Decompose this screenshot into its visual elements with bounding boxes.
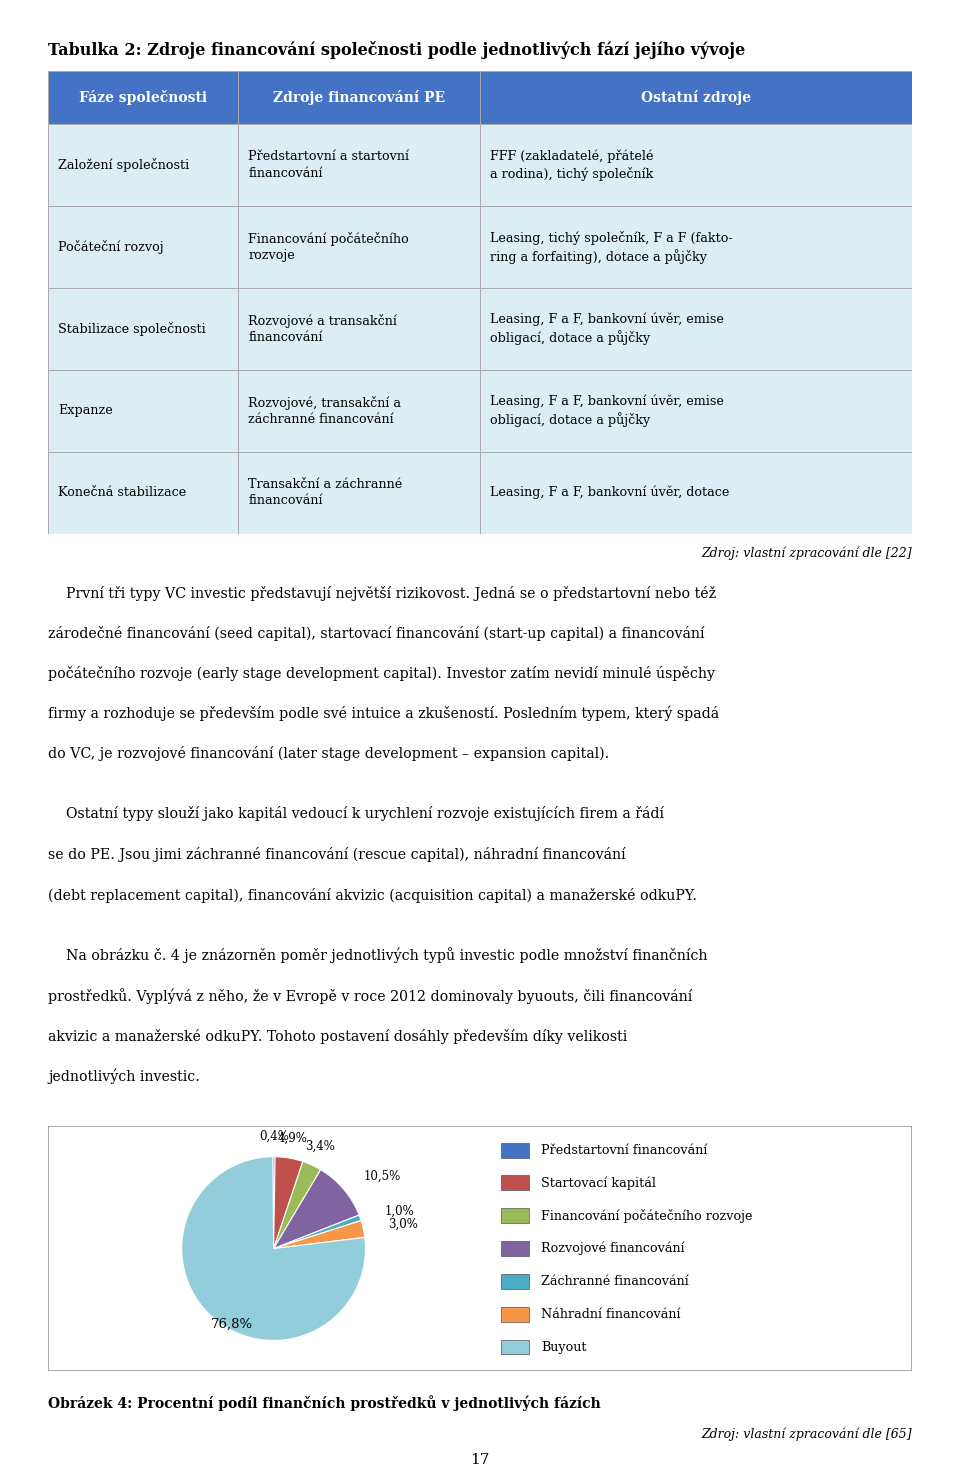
Text: zárodečné financování (seed capital), startovací financování (start-up capital) : zárodečné financování (seed capital), st… [48,625,705,642]
Text: 0,4%: 0,4% [259,1129,289,1143]
Text: Financování počátečního rozvoje: Financování počátečního rozvoje [541,1209,753,1223]
Wedge shape [181,1157,366,1340]
Bar [501,1340,529,1355]
Text: Zdroj: vlastní zpracování dle [22]: Zdroj: vlastní zpracování dle [22] [702,545,912,560]
Wedge shape [274,1162,321,1248]
Text: 4,9%: 4,9% [277,1132,307,1144]
Text: (debt replacement capital), financování akvizic (acquisition capital) a manažers: (debt replacement capital), financování … [48,888,697,903]
Wedge shape [274,1221,365,1248]
Text: 17: 17 [470,1452,490,1467]
Bar [501,1240,529,1257]
Text: Předstartovní a startovní
financování: Předstartovní a startovní financování [249,151,410,179]
Text: Transakční a záchranné
financování: Transakční a záchranné financování [249,477,402,507]
Bar [480,124,912,206]
Text: Obrázek 4: Procentní podíl finančních prostředků v jednotlivých fázích: Obrázek 4: Procentní podíl finančních pr… [48,1396,601,1411]
Text: Tabulka 2: Zdroje financování společnosti podle jednotlivých fází jejího vývoje: Tabulka 2: Zdroje financování společnost… [48,41,745,59]
Text: Počáteční rozvoj: Počáteční rozvoj [59,240,164,253]
Text: Expanze: Expanze [59,405,113,418]
Bar [48,71,238,124]
Text: jednotlivých investic.: jednotlivých investic. [48,1069,200,1085]
Bar [48,370,238,452]
Text: Konečná stabilizace: Konečná stabilizace [59,486,186,499]
Text: První tři typy VC investic představují největší rizikovost. Jedná se o předstart: První tři typy VC investic představují n… [48,585,716,602]
Text: Na obrázku č. 4 je znázorněn poměr jednotlivých typů investic podle množství fin: Na obrázku č. 4 je znázorněn poměr jedno… [48,947,708,963]
Text: 3,4%: 3,4% [305,1140,335,1153]
Wedge shape [274,1169,359,1248]
Bar [501,1143,529,1157]
Text: se do PE. Jsou jimi záchranné financování (rescue capital), náhradní financování: se do PE. Jsou jimi záchranné financován… [48,846,626,863]
Text: Buyout: Buyout [541,1341,587,1353]
Bar [501,1275,529,1289]
Text: akvizic a manažerské odkuPY. Tohoto postavení dosáhly především díky velikosti: akvizic a manažerské odkuPY. Tohoto post… [48,1029,627,1043]
Wedge shape [274,1157,302,1248]
Text: FFF (zakladatelé, přátelé
a rodina), tichý společník: FFF (zakladatelé, přátelé a rodina), tic… [491,150,654,181]
Bar [238,206,480,288]
Text: 76,8%: 76,8% [211,1317,253,1331]
Text: Předstartovní financování: Předstartovní financování [541,1144,708,1156]
Text: Ostatní zdroje: Ostatní zdroje [641,90,751,105]
Text: Založení společnosti: Založení společnosti [59,159,190,172]
Text: firmy a rozhoduje se především podle své intuice a zkušeností. Posledním typem, : firmy a rozhoduje se především podle své… [48,705,719,722]
Bar [501,1175,529,1190]
Bar [480,370,912,452]
Bar [48,452,238,534]
Bar [238,370,480,452]
Text: Leasing, F a F, bankovní úvěr, emise
obligací, dotace a půjčky: Leasing, F a F, bankovní úvěr, emise obl… [491,313,724,345]
Bar [480,288,912,370]
Text: Rozvojové financování: Rozvojové financování [541,1242,684,1255]
Bar [238,71,480,124]
Text: Leasing, F a F, bankovní úvěr, dotace: Leasing, F a F, bankovní úvěr, dotace [491,486,730,499]
Text: Ostatní typy slouží jako kapitál vedoucí k urychlení rozvoje existujících firem : Ostatní typy slouží jako kapitál vedoucí… [48,806,664,821]
Text: Zdroj: vlastní zpracování dle [65]: Zdroj: vlastní zpracování dle [65] [702,1427,912,1442]
Text: Fáze společnosti: Fáze společnosti [79,90,207,105]
Text: prostředků. Vyplývá z něho, že v Evropě v roce 2012 dominovaly byuouts, čili fin: prostředků. Vyplývá z něho, že v Evropě … [48,988,692,1003]
Text: Financování počátečního
rozvoje: Financování počátečního rozvoje [249,231,409,262]
Text: Záchranné financování: Záchranné financování [541,1275,688,1288]
Bar [238,452,480,534]
Text: počátečního rozvoje (early stage development capital). Investor zatím nevidí min: počátečního rozvoje (early stage develop… [48,665,715,682]
Bar [501,1307,529,1322]
Text: Rozvojové a transakční
financování: Rozvojové a transakční financování [249,314,397,344]
Text: Startovací kapitál: Startovací kapitál [541,1177,656,1190]
Text: Náhradní financování: Náhradní financování [541,1307,681,1320]
Bar [48,206,238,288]
Bar [501,1208,529,1223]
Text: Zdroje financování PE: Zdroje financování PE [273,90,445,105]
Text: 3,0%: 3,0% [389,1218,419,1232]
Text: Rozvojové, transakční a
záchranné financování: Rozvojové, transakční a záchranné financ… [249,396,401,425]
Bar [48,288,238,370]
Text: Leasing, F a F, bankovní úvěr, emise
obligací, dotace a půjčky: Leasing, F a F, bankovní úvěr, emise obl… [491,394,724,427]
Bar [480,71,912,124]
Wedge shape [274,1215,361,1248]
Bar [480,452,912,534]
Text: 10,5%: 10,5% [364,1169,400,1183]
Text: Leasing, tichý společník, F a F (fakto-
ring a forfaiting), dotace a půjčky: Leasing, tichý společník, F a F (fakto- … [491,231,733,264]
Text: 1,0%: 1,0% [385,1205,415,1218]
Bar [48,124,238,206]
Text: Stabilizace společnosti: Stabilizace společnosti [59,322,206,336]
Bar [480,206,912,288]
Bar [238,288,480,370]
Bar [238,124,480,206]
Wedge shape [273,1157,276,1248]
Text: do VC, je rozvojové financování (later stage development – expansion capital).: do VC, je rozvojové financování (later s… [48,745,610,762]
